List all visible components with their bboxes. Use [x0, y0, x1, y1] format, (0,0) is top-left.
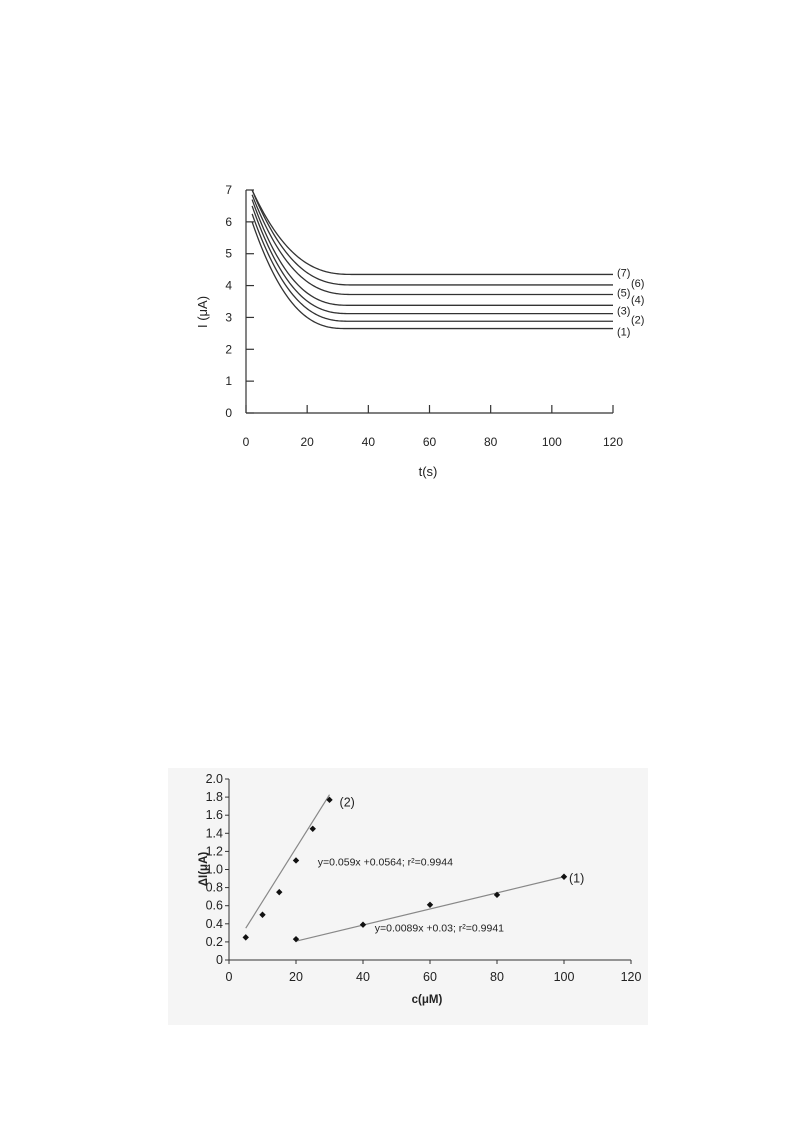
- chart1-x-tick-label: 40: [362, 435, 376, 449]
- chart1-x-axis-title: t(s): [419, 464, 438, 479]
- chart2-x-tick-label: 60: [423, 970, 437, 984]
- chart2-y-tick-label: 1.0: [206, 863, 223, 877]
- chart1-curve-labels: (1)(2)(3)(4)(5)(6)(7): [617, 267, 644, 338]
- chart2-fit-line-2: [245, 794, 331, 929]
- chart2-x-tick-label: 20: [289, 970, 303, 984]
- chart1-curve-label: (7): [617, 267, 630, 279]
- chart2-y-tick-label: 1.8: [206, 790, 223, 804]
- chart2-annotations: (1) y=0.0089x +0.03; r²=0.9941 (2) y=0.059x…: [318, 796, 585, 935]
- chart1-y-tick-label: 7: [225, 183, 232, 197]
- chart1-x-tick-label: 120: [603, 435, 623, 449]
- chart2-data-point: [259, 911, 266, 918]
- chart1-y-tick-label: 5: [225, 247, 232, 261]
- chart2-data-point: [242, 934, 249, 941]
- chart2-data-point: [326, 796, 333, 804]
- chart2-data-point: [309, 825, 316, 832]
- chart2-data-point: [426, 901, 434, 908]
- chart1-curve-label: (1): [617, 327, 630, 339]
- chart2-y-tick-label: 0.4: [206, 917, 223, 931]
- chart1-y-axis-title: I (μA): [195, 296, 210, 328]
- chart1-y-tick-label: 4: [225, 279, 232, 293]
- chart1-curve-label: (4): [631, 294, 644, 306]
- chart-delta-current-vs-concentration: 0 20 40 60 80 100 120 0 0.2 0.4 0.6 0.8 1.0 1.2 1.4 1.…: [168, 768, 648, 1025]
- chart2-y-tick-label: 0.6: [206, 899, 223, 913]
- chart2-fit-equation: y=0.0089x +0.03; r²=0.9941: [375, 922, 504, 934]
- chart2-x-axis-title: c(μM): [412, 994, 443, 1006]
- chart2-series-label: (2): [340, 796, 355, 810]
- chart2-fit-equation: y=0.059x +0.0564; r²=0.9944: [318, 856, 453, 868]
- chart1-y-ticks: 0 1 2 3 4 5 6 7: [225, 183, 254, 420]
- chart2-data-point: [359, 921, 367, 928]
- chart2-background: [168, 768, 648, 1025]
- chart2-y-tick-label: 0.2: [206, 935, 223, 949]
- chart1-y-tick-label: 2: [225, 342, 232, 356]
- chart2-data-point: [292, 857, 300, 864]
- chart1-curve-label: (2): [631, 314, 644, 326]
- chart1-curve-label: (6): [631, 278, 644, 290]
- chart-current-vs-time: 0 20 40 60 80 100 120 0 1 2 3 4 5 6 7 (1)(2)(3)(4)(5)…: [195, 183, 644, 479]
- chart2-data-point: [276, 888, 283, 896]
- chart1-axes: [245, 190, 613, 414]
- chart2-fit-line-1: [295, 876, 565, 942]
- chart1-x-tick-label: 100: [542, 435, 562, 449]
- chart1-x-ticks: 0 20 40 60 80 100 120: [243, 405, 623, 449]
- chart2-y-axis-title: ΔI(μA): [198, 852, 210, 887]
- chart2-y-tick-label: 0.8: [206, 881, 223, 895]
- chart1-curve-5: [251, 194, 613, 296]
- chart1-x-tick-label: 60: [423, 435, 437, 449]
- chart1-curve-3: [251, 205, 613, 315]
- chart2-y-tick-label: 0: [216, 953, 223, 967]
- chart1-curve-label: (3): [617, 306, 630, 318]
- chart1-y-tick-label: 1: [225, 374, 232, 388]
- chart2-x-tick-label: 120: [621, 970, 642, 984]
- chart2-data-point: [493, 891, 501, 899]
- chart2-y-ticks: 0 0.2 0.4 0.6 0.8 1.0 1.2 1.4 1.6 1.8 2.0: [206, 772, 229, 967]
- chart2-y-tick-label: 1.4: [206, 826, 223, 840]
- chart2-data-points: [242, 796, 568, 943]
- chart1-curve-1: [251, 221, 613, 330]
- chart1-x-tick-label: 20: [300, 435, 314, 449]
- chart2-series-label: (1): [569, 872, 584, 886]
- chart1-curve-2: [251, 213, 613, 322]
- chart2-x-tick-label: 100: [554, 970, 575, 984]
- chart1-y-tick-label: 0: [225, 406, 232, 420]
- chart2-y-tick-label: 2.0: [206, 772, 223, 786]
- chart1-x-tick-label: 0: [243, 435, 250, 449]
- chart1-curve-4: [251, 199, 613, 306]
- chart1-curve-7: [251, 189, 613, 276]
- chart1-curve-label: (5): [617, 287, 630, 299]
- chart2-y-tick-label: 1.6: [206, 808, 223, 822]
- chart2-x-tick-label: 40: [356, 970, 370, 984]
- chart2-x-tick-label: 80: [490, 970, 504, 984]
- chart2-y-tick-label: 1.2: [206, 844, 223, 858]
- chart2-data-point: [560, 873, 568, 880]
- chart2-x-ticks: 0 20 40 60 80 100 120: [226, 960, 642, 984]
- chart1-x-tick-label: 80: [484, 435, 498, 449]
- chart2-fit-lines: [245, 794, 565, 942]
- chart1-curve-6: [251, 189, 613, 286]
- chart2-data-point: [292, 935, 300, 943]
- chart1-curves: [251, 189, 613, 330]
- chart1-y-tick-label: 3: [225, 310, 232, 324]
- chart1-y-tick-label: 6: [225, 215, 232, 229]
- chart2-x-tick-label: 0: [226, 970, 233, 984]
